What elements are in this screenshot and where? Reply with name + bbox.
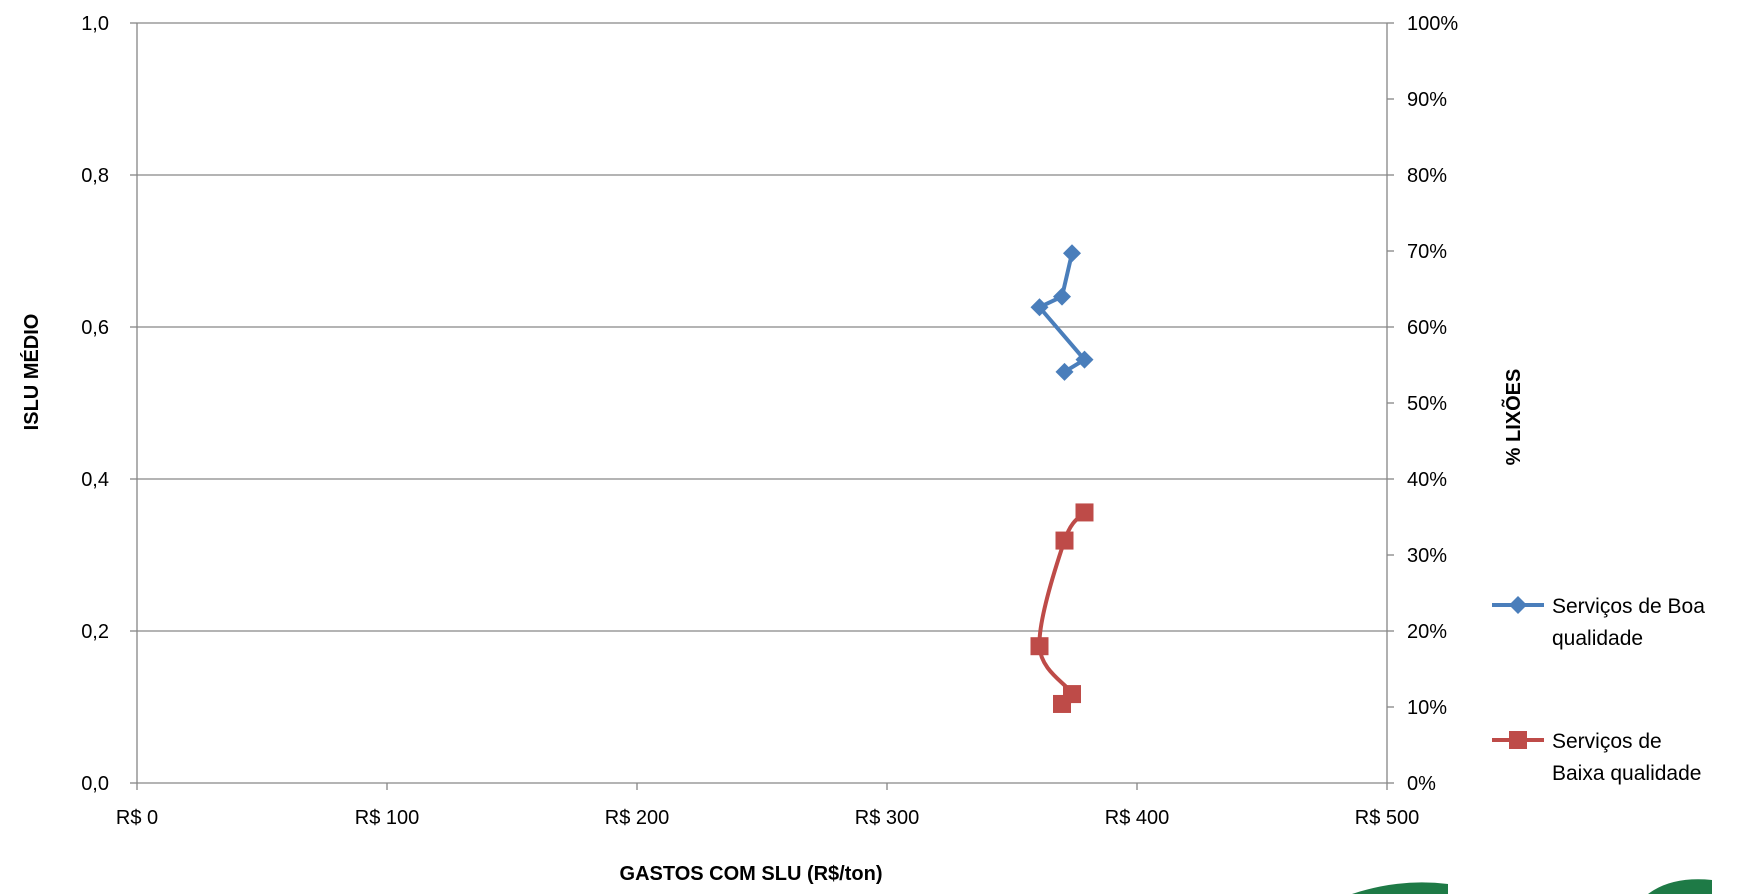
- legend-label-1: qualidade: [1552, 627, 1643, 650]
- data-point: [1030, 637, 1049, 656]
- x-axis-title: GASTOS COM SLU (R$/ton): [620, 863, 883, 885]
- x-tick-label: R$ 300: [855, 807, 920, 829]
- y2-tick-label: 40%: [1407, 469, 1447, 491]
- y-axis-title: ISLU MÉDIO: [20, 314, 43, 431]
- y2-tick-label: 30%: [1407, 545, 1447, 567]
- x-tick-label: R$ 400: [1105, 807, 1170, 829]
- legend-marker-1: [1509, 596, 1527, 614]
- y2-tick-labels: 0% 10% 20% 30% 40% 50% 60% 70% 80% 90% 100%: [1387, 13, 1458, 795]
- y-tick-label: 0,6: [81, 317, 109, 339]
- legend-label-1: Serviços de Boa: [1552, 595, 1705, 618]
- legend: Serviços de Boa qualidade Serviços de Baixa…: [1352, 595, 1712, 894]
- x-tick-label: R$ 500: [1355, 807, 1420, 829]
- axes: [136, 23, 1388, 784]
- data-point: [1053, 287, 1071, 306]
- gridlines: [137, 22, 1387, 632]
- data-point: [1063, 244, 1081, 263]
- y-tick-label: 1,0: [81, 13, 109, 35]
- y2-tick-label: 50%: [1407, 393, 1447, 415]
- data-point: [1075, 503, 1094, 522]
- series-layer: [1030, 244, 1094, 713]
- y-tick-label: 0,8: [81, 165, 109, 187]
- y-tick-label: 0,4: [81, 469, 109, 491]
- decorative-green-shape: [1648, 879, 1712, 894]
- x-tick-labels: R$ 0 R$ 100 R$ 200 R$ 300 R$ 400 R$ 500: [116, 783, 1419, 829]
- legend-marker-2: [1509, 731, 1527, 749]
- y2-tick-label: 100%: [1407, 13, 1458, 35]
- y2-tick-label: 10%: [1407, 697, 1447, 719]
- legend-label-2: Baixa qualidade: [1552, 762, 1701, 785]
- data-point: [1075, 350, 1094, 369]
- series-line-1: [1037, 251, 1087, 374]
- x-tick-label: R$ 100: [355, 807, 420, 829]
- data-point: [1053, 694, 1071, 713]
- y2-tick-label: 20%: [1407, 621, 1447, 643]
- y2-tick-label: 90%: [1407, 89, 1447, 111]
- data-point: [1055, 362, 1074, 381]
- data-point: [1030, 298, 1049, 317]
- y-tick-label: 0,0: [81, 773, 109, 795]
- y2-axis-title: % LIXÕES: [1501, 369, 1525, 466]
- x-tick-label: R$ 200: [605, 807, 670, 829]
- decorative-green-shape: [1352, 882, 1448, 894]
- y2-tick-label: 80%: [1407, 165, 1447, 187]
- y-tick-label: 0,2: [81, 621, 109, 643]
- y2-tick-label: 0%: [1407, 773, 1436, 795]
- x-tick-label: R$ 0: [116, 807, 158, 829]
- y2-tick-label: 70%: [1407, 241, 1447, 263]
- y-tick-labels: 0,0 0,2 0,4 0,6 0,8 1,0: [81, 13, 137, 795]
- y2-tick-label: 60%: [1407, 317, 1447, 339]
- data-point: [1055, 531, 1074, 550]
- legend-label-2: Serviços de: [1552, 730, 1662, 753]
